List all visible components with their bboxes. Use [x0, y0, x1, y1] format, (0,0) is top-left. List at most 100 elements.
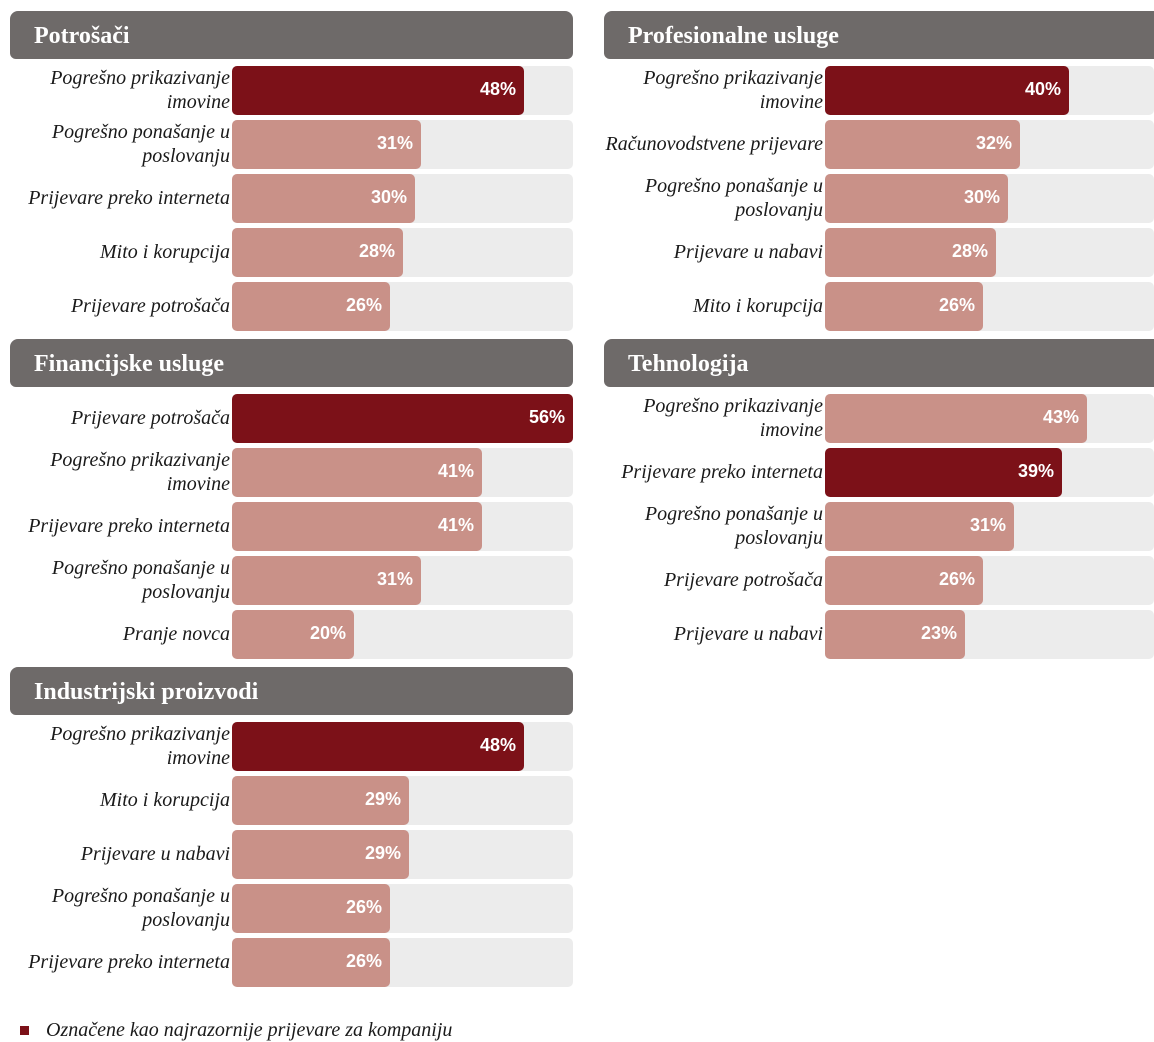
bar: [232, 448, 482, 497]
chart-title: Profesionalne usluge: [604, 11, 1154, 59]
bar-row: Pogrešno prikazivanje imovine 40%: [604, 63, 1154, 117]
bar: [232, 610, 354, 659]
bar-track: 30%: [825, 174, 1154, 223]
value-label: 26%: [938, 295, 975, 315]
bar-row: Prijevare u nabavi 28%: [604, 225, 1154, 279]
category-label: Pogrešno ponašanje u poslovanju: [51, 121, 230, 167]
bar-row: Prijevare potrošača 26%: [604, 553, 1154, 607]
value-label: 56%: [528, 407, 565, 427]
bar: [825, 556, 983, 605]
bar-track: 31%: [232, 556, 573, 605]
bar-track: 39%: [825, 448, 1154, 497]
bar: [232, 830, 409, 879]
bar-row: Pogrešno ponašanje u poslovanju 30%: [604, 171, 1154, 225]
bar-track: 26%: [825, 556, 1154, 605]
category-label: Prijevare preko interneta: [28, 187, 230, 209]
value-label: 32%: [975, 133, 1012, 153]
value-label: 28%: [358, 241, 395, 261]
category-label: Računovodstvene prijevare: [605, 133, 823, 155]
category-label: Pogrešno ponašanje u poslovanju: [51, 885, 230, 931]
category-label: Pranje novca: [122, 623, 230, 645]
value-label: 29%: [364, 843, 401, 863]
value-label: 43%: [1042, 407, 1079, 427]
bar-track: 26%: [232, 938, 573, 987]
bar-row: Prijevare preko interneta 39%: [604, 445, 1154, 499]
category-label: Prijevare potrošača: [663, 569, 823, 591]
bar-row: Prijevare preko interneta 41%: [10, 499, 573, 553]
bar: [232, 394, 573, 443]
bar-row: Mito i korupcija 29%: [10, 773, 573, 827]
bar-track: 43%: [825, 394, 1154, 443]
value-label: 48%: [479, 735, 516, 755]
value-label: 41%: [437, 461, 474, 481]
bar-track: 30%: [232, 174, 573, 223]
category-label: Pogrešno prikazivanje imovine: [50, 449, 230, 495]
bar: [825, 448, 1062, 497]
chart-title: Tehnologija: [604, 339, 1154, 387]
value-label: 26%: [345, 295, 382, 315]
value-label: 31%: [376, 569, 413, 589]
category-label: Pogrešno ponašanje u poslovanju: [644, 175, 823, 221]
bar-row: Pranje novca 20%: [10, 607, 573, 661]
value-label: 31%: [376, 133, 413, 153]
chart-title: Potrošači: [10, 11, 573, 59]
category-label: Pogrešno prikazivanje imovine: [643, 395, 823, 441]
bar-row: Mito i korupcija 26%: [604, 279, 1154, 333]
category-label: Prijevare potrošača: [70, 295, 230, 317]
category-label: Prijevare preko interneta: [28, 951, 230, 973]
category-label: Prijevare preko interneta: [28, 515, 230, 537]
bar: [232, 884, 390, 933]
category-label: Prijevare u nabavi: [673, 623, 823, 645]
value-label: 26%: [938, 569, 975, 589]
category-label: Pogrešno ponašanje u poslovanju: [51, 557, 230, 603]
bar-track: 29%: [232, 830, 573, 879]
category-label: Mito i korupcija: [100, 789, 230, 811]
bar-row: Prijevare preko interneta 30%: [10, 171, 573, 225]
bar-track: 28%: [825, 228, 1154, 277]
category-label: Pogrešno prikazivanje imovine: [643, 67, 823, 113]
value-label: 39%: [1017, 461, 1054, 481]
bar-track: 23%: [825, 610, 1154, 659]
value-label: 29%: [364, 789, 401, 809]
category-label: Prijevare u nabavi: [80, 843, 230, 865]
bar: [232, 722, 524, 771]
bar: [825, 66, 1069, 115]
bar-row: Prijevare preko interneta 26%: [10, 935, 573, 989]
bar: [825, 282, 983, 331]
value-label: 31%: [969, 515, 1006, 535]
bar-track: 48%: [232, 66, 573, 115]
category-label: Prijevare potrošača: [70, 407, 230, 429]
value-label: 26%: [345, 897, 382, 917]
value-label: 30%: [963, 187, 1000, 207]
chart-title: Financijske usluge: [10, 339, 573, 387]
bar: [232, 174, 415, 223]
bar: [232, 556, 421, 605]
bar-row: Prijevare u nabavi 23%: [604, 607, 1154, 661]
bar: [825, 120, 1020, 169]
bar: [232, 776, 409, 825]
bar: [825, 228, 996, 277]
bar-row: Prijevare potrošača 56%: [10, 391, 573, 445]
bar-track: 41%: [232, 448, 573, 497]
bar-track: 31%: [232, 120, 573, 169]
value-label: 26%: [345, 951, 382, 971]
category-label: Prijevare preko interneta: [621, 461, 823, 483]
bar-row: Pogrešno ponašanje u poslovanju 31%: [10, 553, 573, 607]
value-label: 41%: [437, 515, 474, 535]
bar-row: Pogrešno ponašanje u poslovanju 26%: [10, 881, 573, 935]
bar: [825, 502, 1014, 551]
value-label: 23%: [920, 623, 957, 643]
bar-track: 26%: [825, 282, 1154, 331]
value-label: 20%: [309, 623, 346, 643]
bar-row: Prijevare potrošača 26%: [10, 279, 573, 333]
bar-track: 26%: [232, 282, 573, 331]
bar: [232, 938, 390, 987]
bar-row: Pogrešno ponašanje u poslovanju 31%: [604, 499, 1154, 553]
bar-track: 32%: [825, 120, 1154, 169]
category-label: Pogrešno ponašanje u poslovanju: [644, 503, 823, 549]
bar-row: Pogrešno prikazivanje imovine 41%: [10, 445, 573, 499]
bar: [232, 502, 482, 551]
bar-track: 29%: [232, 776, 573, 825]
bar-track: 28%: [232, 228, 573, 277]
bar-track: 56%: [232, 394, 573, 443]
